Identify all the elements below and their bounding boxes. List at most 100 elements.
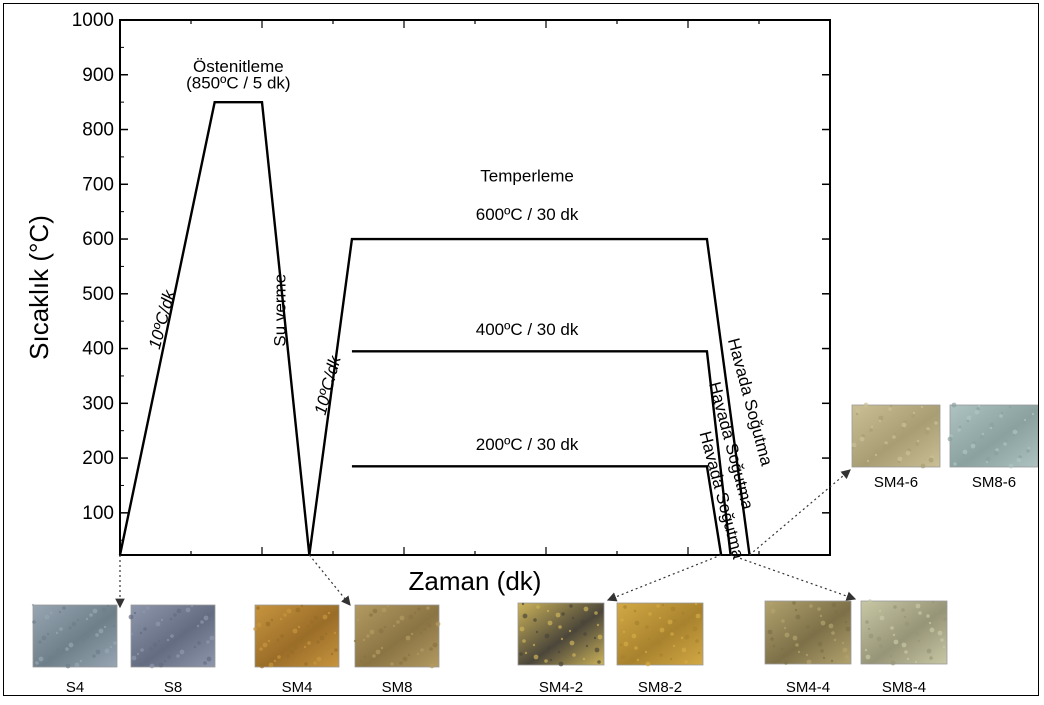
- y-tick-label: 100: [82, 503, 114, 524]
- micrograph-texture: [381, 607, 387, 613]
- micrograph-texture: [851, 442, 857, 448]
- micrograph-texture: [407, 653, 411, 657]
- profile-line-4: [351, 465, 723, 556]
- micrograph-texture: [1016, 457, 1022, 463]
- micrograph-texture: [669, 657, 673, 661]
- micrograph-texture: [869, 428, 873, 432]
- annotation-label: 200ºC / 30 dk: [476, 435, 579, 454]
- micrograph-texture: [524, 651, 528, 655]
- micrograph-texture: [914, 660, 918, 664]
- micrograph-texture: [817, 607, 821, 611]
- annotation-label: (850ºC / 5 dk): [186, 73, 290, 92]
- micrograph-texture: [536, 605, 540, 609]
- y-tick-label: 600: [82, 229, 114, 250]
- y-tick-label: 200: [82, 448, 114, 469]
- micrograph-texture: [569, 640, 575, 646]
- profile-line-2: [308, 237, 751, 556]
- micrograph-texture: [594, 647, 600, 653]
- profile-line-3: [351, 350, 732, 556]
- micrograph-texture: [1031, 408, 1037, 414]
- micrograph-texture: [294, 646, 298, 650]
- micrograph-texture: [399, 615, 405, 621]
- micrograph-texture: [363, 655, 367, 659]
- micrograph-texture: [781, 653, 787, 659]
- micrograph-texture: [568, 629, 572, 633]
- micrograph-texture: [795, 643, 799, 647]
- micrograph-texture: [915, 632, 919, 636]
- x-axis-title: Zaman (dk): [409, 566, 542, 596]
- micrograph-image: [949, 404, 1039, 468]
- micrograph-texture: [286, 654, 290, 658]
- micrograph-texture: [845, 655, 849, 659]
- micrograph-texture: [333, 631, 337, 635]
- micrograph-texture: [634, 620, 640, 626]
- micrograph-texture: [1008, 463, 1014, 469]
- micrograph-texture: [897, 456, 903, 462]
- micrograph-texture: [38, 640, 42, 644]
- micrograph-label: SM4: [282, 679, 313, 696]
- micrograph-texture: [631, 633, 637, 639]
- micrograph-texture: [316, 640, 320, 644]
- micrograph-texture: [303, 645, 307, 649]
- micrograph-texture: [893, 432, 897, 436]
- micrograph-texture: [256, 606, 260, 610]
- micrograph-texture: [784, 661, 788, 665]
- dotted-arrow: [308, 554, 351, 606]
- micrograph-texture: [808, 632, 812, 636]
- micrograph-texture: [140, 648, 144, 652]
- y-axis-title: Sıcaklık (°C): [24, 215, 54, 360]
- micrograph-texture: [1000, 411, 1004, 415]
- micrograph-label: S4: [66, 679, 84, 696]
- micrograph-texture: [920, 405, 924, 409]
- micrograph-texture: [656, 604, 660, 608]
- annotation-label: Östenitleme: [193, 57, 284, 76]
- micrograph-texture: [92, 608, 98, 614]
- micrograph-texture: [547, 646, 551, 650]
- micrograph-texture: [929, 627, 935, 633]
- micrograph-texture: [95, 649, 101, 655]
- micrograph-texture: [166, 638, 170, 642]
- micrograph-texture: [892, 435, 896, 439]
- micrograph-texture: [659, 653, 663, 657]
- micrograph-texture: [897, 460, 901, 464]
- micrograph-texture: [405, 635, 411, 641]
- micrograph-texture: [939, 603, 943, 607]
- micrograph-texture: [940, 609, 946, 615]
- micrograph-texture: [533, 618, 537, 622]
- micrograph-texture: [634, 646, 638, 650]
- micrograph-texture: [56, 648, 60, 652]
- micrograph-texture: [307, 641, 311, 645]
- micrograph-texture: [670, 606, 676, 612]
- micrograph-texture: [95, 633, 99, 637]
- micrograph-texture: [280, 634, 284, 638]
- micrograph-texture: [918, 611, 922, 615]
- micrograph-texture: [822, 656, 826, 660]
- micrograph-texture: [583, 632, 587, 636]
- micrograph-texture: [390, 662, 394, 666]
- micrograph-texture: [533, 654, 539, 660]
- micrograph-texture: [792, 635, 798, 641]
- micrograph-texture: [179, 649, 185, 655]
- micrograph-texture: [41, 635, 47, 641]
- micrograph-texture: [844, 620, 848, 624]
- micrograph-texture: [262, 642, 268, 648]
- micrograph-texture: [582, 657, 586, 661]
- micrograph-texture: [113, 641, 117, 645]
- micrograph-texture: [851, 446, 855, 450]
- micrograph-texture: [809, 604, 813, 608]
- micrograph-label: SM8-2: [638, 679, 682, 696]
- micrograph-texture: [636, 658, 640, 662]
- micrograph-texture: [658, 616, 662, 620]
- micrograph-texture: [619, 643, 623, 647]
- micrograph-texture: [680, 636, 684, 640]
- micrograph-texture: [695, 613, 701, 619]
- micrograph-texture: [889, 654, 893, 658]
- micrograph-texture: [375, 649, 381, 655]
- micrograph-texture: [334, 648, 338, 652]
- micrograph-texture: [879, 644, 883, 648]
- micrograph-texture: [695, 639, 699, 643]
- micrograph-texture: [867, 627, 871, 631]
- micrograph-texture: [864, 648, 868, 652]
- micrograph-texture: [912, 411, 916, 415]
- micrograph-texture: [79, 659, 83, 663]
